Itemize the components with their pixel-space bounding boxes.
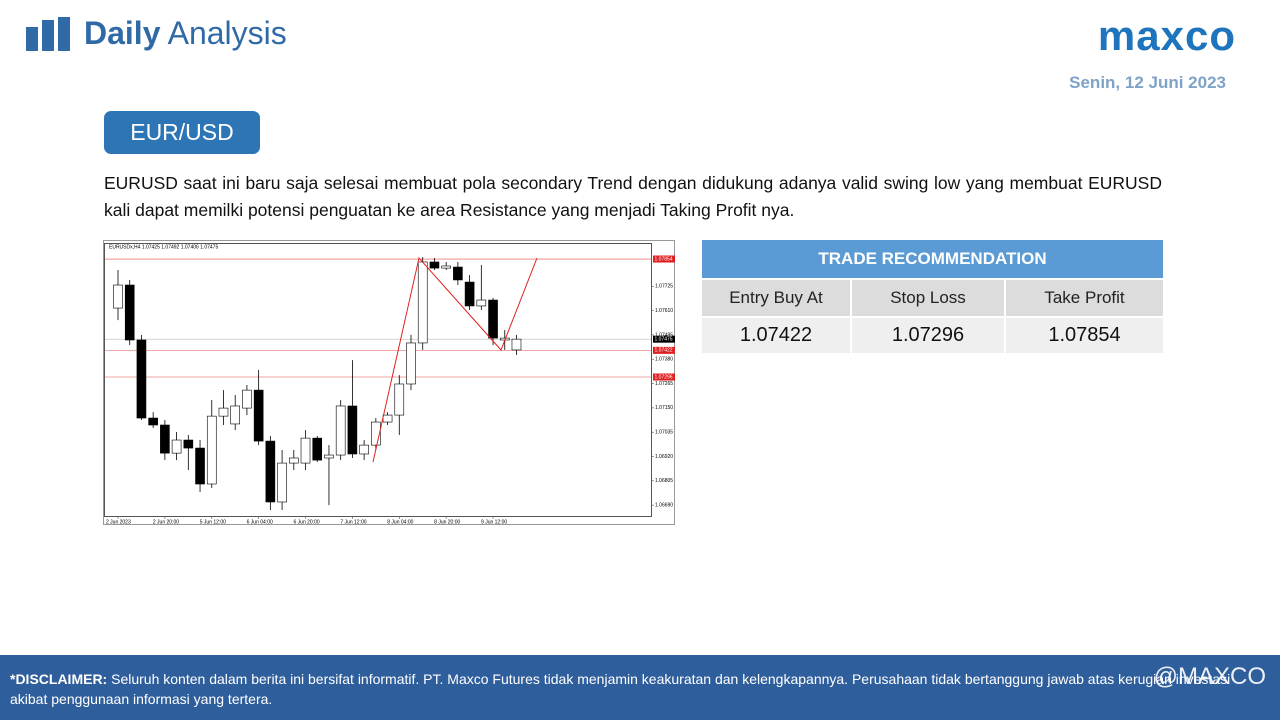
date: Senin, 12 Juni 2023 bbox=[1069, 73, 1226, 92]
disclaimer-label: *DISCLAIMER: bbox=[10, 671, 108, 687]
plot-area bbox=[104, 243, 652, 517]
candle-body bbox=[429, 261, 440, 269]
table-cell: 1.07854 bbox=[1006, 318, 1163, 353]
candle-body bbox=[324, 454, 334, 459]
table-title: TRADE RECOMMENDATION bbox=[702, 240, 1163, 278]
brand-logo: maxco bbox=[1097, 12, 1236, 59]
candle-body bbox=[382, 414, 393, 423]
candle-body bbox=[277, 462, 287, 503]
y-tick-label: 1.06805 bbox=[655, 478, 673, 484]
candle-body bbox=[476, 299, 487, 307]
table-cell: 1.07296 bbox=[852, 318, 1004, 353]
candle-body bbox=[113, 284, 123, 309]
candle-body bbox=[160, 424, 170, 454]
candle-body bbox=[464, 281, 475, 307]
recommendation-table: TRADE RECOMMENDATION Entry Buy At Stop L… bbox=[700, 238, 1165, 355]
level-label: 1.07422 bbox=[655, 348, 673, 354]
description: EURUSD saat ini baru saja selesai membua… bbox=[104, 173, 1162, 220]
candle-body bbox=[230, 405, 240, 425]
title-bold: Daily bbox=[84, 15, 161, 51]
level-box bbox=[653, 346, 675, 354]
y-tick-label: 1.07610 bbox=[655, 308, 673, 314]
x-tick-label: 6 Jun 04:00 bbox=[247, 519, 273, 525]
candle-body bbox=[136, 339, 147, 419]
candle-body bbox=[300, 437, 311, 464]
x-tick-label: 9 Jun 12:00 bbox=[481, 519, 507, 525]
watermark: @MAXCO bbox=[1153, 663, 1266, 690]
table-header: Entry Buy At bbox=[702, 280, 850, 316]
candle-body bbox=[453, 266, 463, 281]
chart-title: EURUSDx,H4 1.07425 1.07492 1.07406 1.074… bbox=[109, 244, 218, 250]
logo-icon bbox=[26, 17, 70, 51]
level-box bbox=[653, 255, 675, 263]
title-text: Analysis bbox=[167, 15, 287, 51]
y-tick-label: 1.06690 bbox=[655, 502, 673, 508]
y-tick-label: 1.07495 bbox=[655, 332, 673, 338]
level-label: 1.07854 bbox=[655, 256, 673, 262]
candle-body bbox=[218, 407, 229, 417]
candle-body bbox=[441, 265, 451, 269]
y-tick-label: 1.06920 bbox=[655, 454, 673, 460]
y-tick-label: 1.07380 bbox=[655, 357, 673, 363]
candle-body bbox=[148, 417, 158, 426]
table-header: Stop Loss bbox=[852, 280, 1004, 316]
x-tick-label: 2 Jun 20:00 bbox=[153, 519, 179, 525]
candle-body bbox=[206, 415, 217, 485]
level-label: 1.07475 bbox=[655, 336, 673, 342]
candle-body bbox=[406, 342, 416, 385]
level-box bbox=[653, 335, 675, 343]
pattern-line bbox=[372, 256, 538, 463]
candle-body bbox=[195, 447, 205, 485]
candle-body bbox=[124, 284, 135, 341]
candle-body bbox=[488, 299, 498, 339]
table-cell: 1.07422 bbox=[702, 318, 850, 353]
candle-body bbox=[312, 437, 323, 461]
x-tick-label: 7 Jun 12:00 bbox=[340, 519, 366, 525]
candle-body bbox=[171, 439, 182, 454]
candle-body bbox=[359, 444, 369, 455]
y-tick-label: 1.07725 bbox=[655, 284, 673, 290]
x-tick-label: 6 Jun 20:00 bbox=[294, 519, 320, 525]
page-title: Daily Analysis bbox=[84, 15, 287, 52]
candle-body bbox=[253, 389, 264, 442]
level-label: 1.07296 bbox=[655, 374, 673, 380]
candle-body bbox=[242, 389, 252, 409]
candle-body bbox=[335, 405, 346, 456]
x-tick-label: 8 Jun 20:00 bbox=[434, 519, 460, 525]
y-tick-label: 1.07265 bbox=[655, 381, 673, 387]
table-header: Take Profit bbox=[1006, 280, 1163, 316]
candle-body bbox=[183, 439, 194, 449]
candle-body bbox=[289, 457, 299, 464]
candle-body bbox=[511, 338, 522, 351]
candle-body bbox=[394, 383, 405, 416]
candle-body bbox=[347, 405, 358, 455]
level-box bbox=[653, 373, 675, 381]
chart: EURUSDx,H4 1.07425 1.07492 1.07406 1.074… bbox=[103, 240, 675, 525]
x-tick-label: 8 Jun 04:00 bbox=[387, 519, 413, 525]
footer: *DISCLAIMER: Seluruh konten dalam berita… bbox=[0, 655, 1280, 720]
x-tick-label: 5 Jun 12:00 bbox=[200, 519, 226, 525]
pair-badge: EUR/USD bbox=[104, 111, 260, 154]
candle-body bbox=[417, 261, 428, 344]
y-tick-label: 1.07150 bbox=[655, 405, 673, 411]
disclaimer-text: Seluruh konten dalam berita ini bersifat… bbox=[10, 671, 1231, 707]
candle-body bbox=[371, 421, 381, 446]
x-tick-label: 2 Jun 2023 bbox=[106, 519, 131, 525]
candle-body bbox=[265, 440, 276, 503]
disclaimer: *DISCLAIMER: Seluruh konten dalam berita… bbox=[10, 669, 1240, 709]
y-tick-label: 1.07035 bbox=[655, 430, 673, 436]
